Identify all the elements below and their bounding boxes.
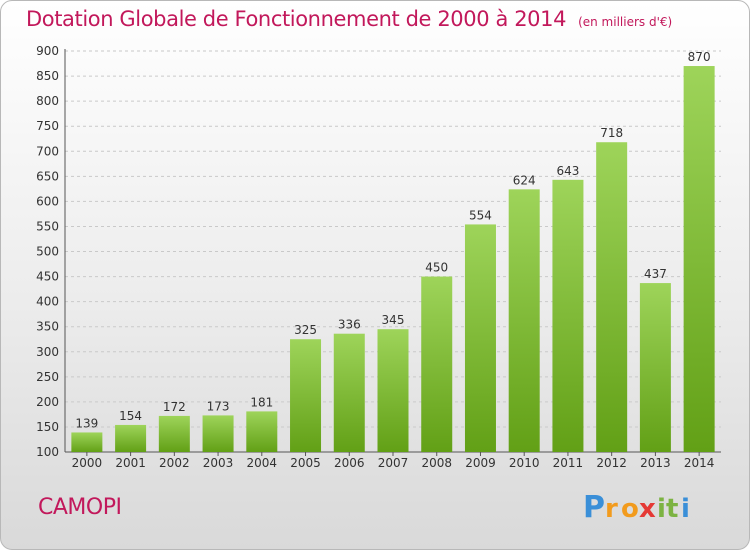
bar <box>464 224 496 452</box>
y-tick-label: 800 <box>36 94 59 108</box>
y-tick-label: 900 <box>36 44 59 58</box>
bar <box>333 333 365 452</box>
x-tick-label: 2012 <box>596 456 627 470</box>
x-tick-label: 2001 <box>115 456 146 470</box>
y-tick-label: 500 <box>36 245 59 259</box>
x-tick-label: 2008 <box>421 456 452 470</box>
logo-letter-x: x <box>639 494 656 524</box>
y-tick-label: 100 <box>36 445 59 459</box>
y-tick-label: 700 <box>36 144 59 158</box>
x-tick-label: 2011 <box>553 456 584 470</box>
data-label: 139 <box>75 416 98 430</box>
bar <box>639 283 671 452</box>
data-label: 154 <box>119 409 142 423</box>
x-tick-label: 2010 <box>509 456 540 470</box>
x-tick-label: 2005 <box>290 456 321 470</box>
proxiti-logo: P r o x i t i <box>583 490 690 525</box>
x-tick-label: 2003 <box>203 456 234 470</box>
y-tick-label: 350 <box>36 320 59 334</box>
x-tick-label: 2014 <box>684 456 715 470</box>
x-tick-label: 2006 <box>334 456 365 470</box>
y-tick-label: 150 <box>36 420 59 434</box>
logo-letter-p: P <box>583 490 605 525</box>
x-tick-label: 2013 <box>640 456 671 470</box>
data-label: 437 <box>644 267 667 281</box>
x-tick-label: 2007 <box>378 456 409 470</box>
logo-letter-i: i <box>657 494 666 524</box>
y-tick-label: 200 <box>36 395 59 409</box>
x-tick-label: 2009 <box>465 456 496 470</box>
data-label: 554 <box>469 208 492 222</box>
y-tick-label: 250 <box>36 370 59 384</box>
y-tick-label: 650 <box>36 169 59 183</box>
bar <box>683 66 715 452</box>
logo-letter-i2: i <box>681 494 690 524</box>
y-tick-label: 550 <box>36 219 59 233</box>
data-label: 336 <box>338 318 361 332</box>
y-tick-label: 750 <box>36 119 59 133</box>
bar <box>158 415 190 452</box>
bar <box>508 189 540 452</box>
bar <box>421 276 453 452</box>
logo-letter-r: r <box>605 494 618 524</box>
x-tick-label: 2002 <box>159 456 190 470</box>
bar <box>596 142 628 453</box>
bar <box>71 432 103 452</box>
bars <box>71 66 715 453</box>
y-tick-label: 600 <box>36 194 59 208</box>
y-tick-label: 400 <box>36 295 59 309</box>
data-label: 624 <box>513 173 536 187</box>
data-label: 870 <box>688 50 711 64</box>
bar <box>377 329 409 452</box>
y-tick-label: 850 <box>36 69 59 83</box>
data-label: 325 <box>294 323 317 337</box>
data-label: 718 <box>600 126 623 140</box>
x-tick-label: 2000 <box>72 456 103 470</box>
y-tick-label: 450 <box>36 270 59 284</box>
data-label: 643 <box>556 164 579 178</box>
chart-unit-note: (en milliers d'€) <box>578 15 673 29</box>
data-label: 173 <box>207 399 230 413</box>
bar <box>115 424 147 452</box>
data-label: 450 <box>425 261 448 275</box>
bar <box>246 411 278 452</box>
chart-title: Dotation Globale de Fonctionnement de 20… <box>26 7 567 31</box>
logo-letter-t: t <box>666 494 678 524</box>
bar <box>202 415 234 452</box>
x-tick-labels: 2000 2001 2002 2003 2004 2005 2006 2007 2008 2009… <box>72 452 715 470</box>
chart-title-block: Dotation Globale de Fonctionnement de 20… <box>26 7 672 31</box>
bar <box>290 339 322 452</box>
data-label: 345 <box>382 313 405 327</box>
y-tick-labels: 100 150 200 250 300 350 400 450 500 550 600 650 700 7… <box>36 44 59 459</box>
bar <box>552 179 584 453</box>
y-tick-label: 300 <box>36 345 59 359</box>
commune-name: CAMOPI <box>38 495 122 520</box>
data-labels: 139 154 172 173 181 325 336 345 450 554 624 643 718 4… <box>75 50 710 430</box>
logo-letter-o: o <box>621 494 639 524</box>
x-tick-label: 2004 <box>247 456 278 470</box>
data-label: 172 <box>163 400 186 414</box>
data-label: 181 <box>250 395 273 409</box>
